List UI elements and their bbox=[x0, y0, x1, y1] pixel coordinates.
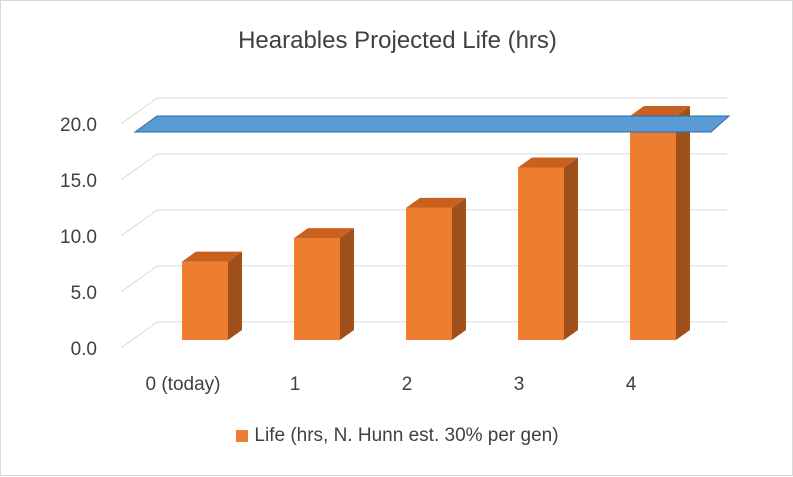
bar-top bbox=[182, 251, 242, 262]
x-tick-label: 2 bbox=[402, 374, 413, 395]
bar-3 bbox=[518, 157, 578, 340]
gridline-depth bbox=[120, 265, 158, 293]
y-tick-label: 10.0 bbox=[60, 227, 97, 248]
x-tick-label: 3 bbox=[514, 374, 525, 395]
gridline-depth bbox=[120, 321, 158, 349]
chart-legend: Life (hrs, N. Hunn est. 30% per gen) bbox=[1, 425, 793, 447]
gridline-depth bbox=[120, 97, 158, 125]
bar-side bbox=[564, 157, 578, 340]
bar-1 bbox=[294, 228, 354, 340]
bar-top bbox=[294, 228, 354, 239]
x-tick-label: 0 (today) bbox=[146, 374, 221, 395]
bar-top bbox=[630, 106, 690, 116]
gridline-depth bbox=[120, 153, 158, 181]
reference-plane bbox=[133, 115, 731, 133]
y-tick-label: 15.0 bbox=[60, 171, 97, 192]
bar-0 bbox=[182, 251, 242, 340]
bar-front bbox=[630, 116, 676, 340]
bar-front bbox=[518, 167, 564, 340]
bar-front bbox=[294, 238, 340, 340]
y-tick-label: 0.0 bbox=[71, 339, 97, 360]
chart-title: Hearables Projected Life (hrs) bbox=[238, 27, 557, 54]
bar-side bbox=[676, 106, 690, 340]
y-tick-label: 20.0 bbox=[60, 115, 97, 136]
y-tick-label: 5.0 bbox=[71, 283, 97, 304]
bar-4 bbox=[630, 106, 690, 340]
x-tick-label: 1 bbox=[290, 374, 301, 395]
bar-2 bbox=[406, 197, 466, 340]
x-tick-label: 4 bbox=[626, 374, 637, 395]
legend-swatch bbox=[236, 430, 249, 442]
bar-top bbox=[406, 197, 466, 208]
bar-side bbox=[228, 251, 242, 340]
bar-front bbox=[182, 261, 228, 340]
bar-top bbox=[518, 157, 578, 168]
bar-side bbox=[340, 228, 354, 340]
bar-side bbox=[452, 197, 466, 340]
legend-label: Life (hrs, N. Hunn est. 30% per gen) bbox=[254, 425, 559, 446]
gridline-depth bbox=[120, 209, 158, 237]
bar-front bbox=[406, 207, 452, 340]
